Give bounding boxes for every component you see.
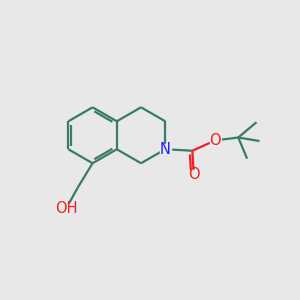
Bar xyxy=(210,135,220,146)
Text: O: O xyxy=(209,133,221,148)
Bar xyxy=(160,144,171,154)
Bar xyxy=(60,204,73,214)
Text: O: O xyxy=(188,167,200,182)
Bar xyxy=(188,170,199,180)
Text: N: N xyxy=(160,142,171,157)
Text: OH: OH xyxy=(55,201,77,216)
